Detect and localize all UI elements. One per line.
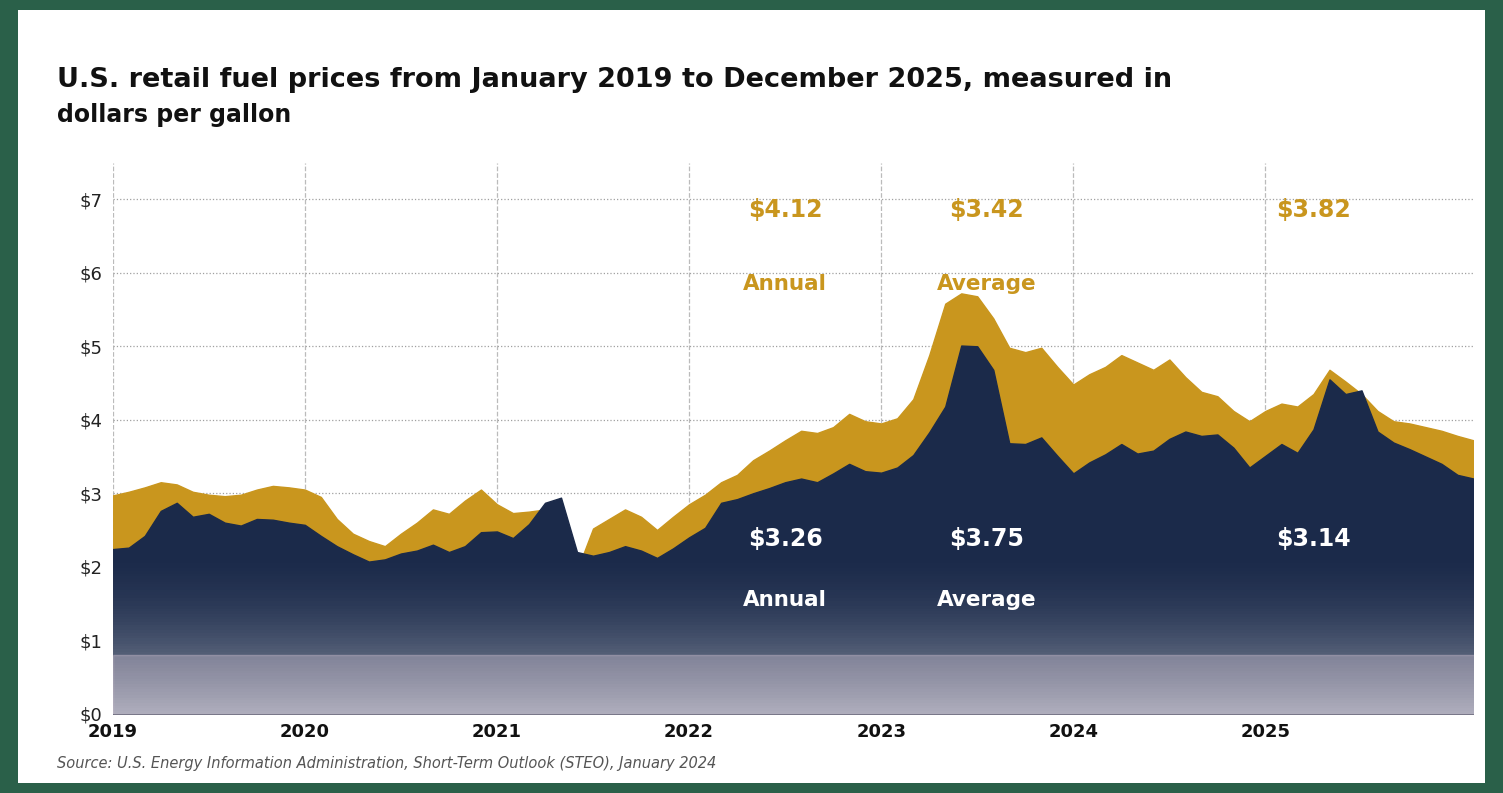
Text: Average: Average — [936, 274, 1037, 294]
Text: dollars per gallon: dollars per gallon — [57, 103, 292, 127]
Text: $4.12: $4.12 — [748, 198, 822, 222]
Text: Source: U.S. Energy Information Administration, Short-Term Outlook (STEO), Janua: Source: U.S. Energy Information Administ… — [57, 756, 717, 771]
Text: $3.26: $3.26 — [748, 527, 822, 551]
Text: $3.82: $3.82 — [1276, 198, 1351, 222]
Text: Annual: Annual — [742, 274, 827, 294]
Text: U.S. retail fuel prices from January 2019 to December 2025, measured in: U.S. retail fuel prices from January 201… — [57, 67, 1172, 94]
Text: $3.14: $3.14 — [1276, 527, 1351, 551]
Text: $3.75: $3.75 — [950, 527, 1025, 551]
Text: Annual: Annual — [742, 590, 827, 610]
Text: $3.42: $3.42 — [950, 198, 1024, 222]
Text: Average: Average — [936, 590, 1037, 610]
